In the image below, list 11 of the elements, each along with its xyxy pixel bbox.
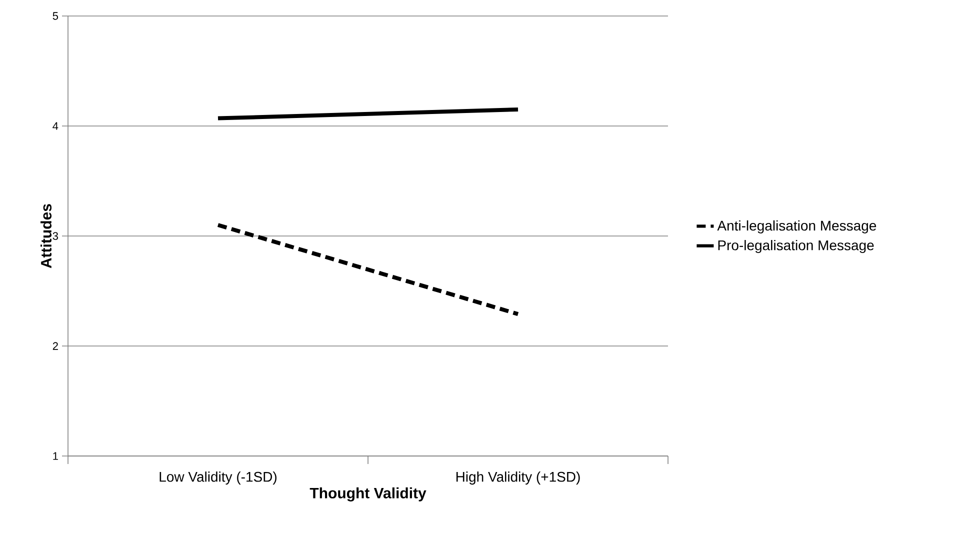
legend-label: Pro-legalisation Message (718, 240, 874, 254)
x-tick-label: High Validity (+1SD) (456, 472, 580, 485)
legend-label: Anti-legalisation Message (717, 220, 876, 234)
y-tick-label: 5 (52, 12, 58, 20)
x-tick-label: Low Validity (-1SD) (160, 472, 276, 485)
y-tick-label: 4 (52, 122, 58, 130)
y-axis-title: Attitudes (40, 204, 52, 268)
y-tick-label: 3 (52, 232, 58, 240)
y-tick-label: 2 (52, 342, 58, 350)
y-tick-label: 1 (53, 452, 58, 460)
x-axis-title: Thought Validity (310, 487, 426, 502)
